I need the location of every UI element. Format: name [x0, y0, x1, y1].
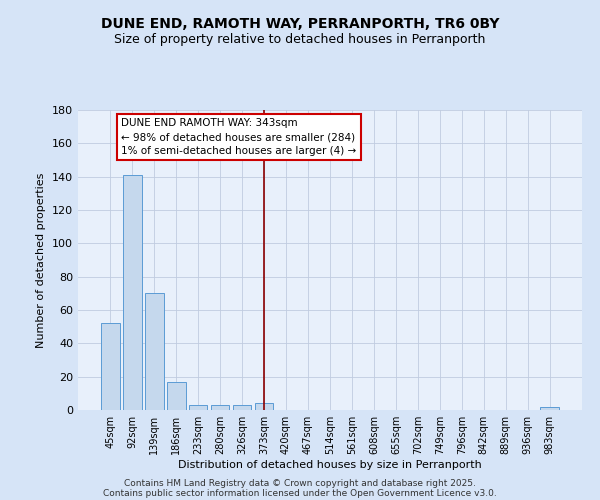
Bar	[145, 294, 164, 410]
Text: Size of property relative to detached houses in Perranporth: Size of property relative to detached ho…	[115, 32, 485, 46]
Y-axis label: Number of detached properties: Number of detached properties	[37, 172, 46, 348]
Bar	[255, 404, 274, 410]
Bar	[123, 175, 142, 410]
Bar	[189, 405, 208, 410]
Text: DUNE END RAMOTH WAY: 343sqm
← 98% of detached houses are smaller (284)
1% of sem: DUNE END RAMOTH WAY: 343sqm ← 98% of det…	[121, 118, 356, 156]
Text: DUNE END, RAMOTH WAY, PERRANPORTH, TR6 0BY: DUNE END, RAMOTH WAY, PERRANPORTH, TR6 0…	[101, 18, 499, 32]
X-axis label: Distribution of detached houses by size in Perranporth: Distribution of detached houses by size …	[178, 460, 482, 470]
Bar	[101, 324, 119, 410]
Bar	[541, 406, 559, 410]
Bar	[233, 405, 251, 410]
Bar	[167, 382, 185, 410]
Bar	[211, 405, 229, 410]
Text: Contains public sector information licensed under the Open Government Licence v3: Contains public sector information licen…	[103, 488, 497, 498]
Text: Contains HM Land Registry data © Crown copyright and database right 2025.: Contains HM Land Registry data © Crown c…	[124, 478, 476, 488]
